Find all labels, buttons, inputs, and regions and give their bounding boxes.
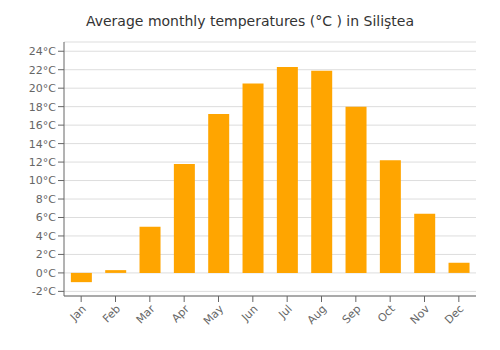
svg-text:Sep: Sep xyxy=(340,302,364,326)
svg-text:12°C: 12°C xyxy=(29,156,56,169)
svg-text:20°C: 20°C xyxy=(29,82,56,95)
svg-text:Oct: Oct xyxy=(375,302,398,325)
svg-text:May: May xyxy=(201,302,227,328)
svg-text:14°C: 14°C xyxy=(29,138,56,151)
svg-text:Aug: Aug xyxy=(305,302,329,326)
svg-text:2°C: 2°C xyxy=(36,248,56,261)
svg-text:Dec: Dec xyxy=(442,302,466,326)
svg-text:8°C: 8°C xyxy=(36,193,56,206)
svg-text:24°C: 24°C xyxy=(29,45,56,58)
svg-text:Apr: Apr xyxy=(169,302,192,325)
svg-text:16°C: 16°C xyxy=(29,119,56,132)
svg-text:22°C: 22°C xyxy=(29,64,56,77)
svg-text:Jun: Jun xyxy=(238,302,260,324)
svg-text:Jan: Jan xyxy=(67,302,89,324)
svg-text:Nov: Nov xyxy=(408,302,433,327)
svg-text:Feb: Feb xyxy=(100,302,123,325)
svg-text:-2°C: -2°C xyxy=(32,285,56,298)
svg-text:10°C: 10°C xyxy=(29,174,56,187)
svg-text:0°C: 0°C xyxy=(36,267,56,280)
svg-text:18°C: 18°C xyxy=(29,101,56,114)
svg-text:Mar: Mar xyxy=(134,302,158,326)
svg-text:Jul: Jul xyxy=(276,302,295,321)
svg-text:6°C: 6°C xyxy=(36,211,56,224)
html-text:Average monthly temperatures (: Average monthly temperatures (°C ) in Si… xyxy=(86,13,414,29)
svg-text:4°C: 4°C xyxy=(36,230,56,243)
